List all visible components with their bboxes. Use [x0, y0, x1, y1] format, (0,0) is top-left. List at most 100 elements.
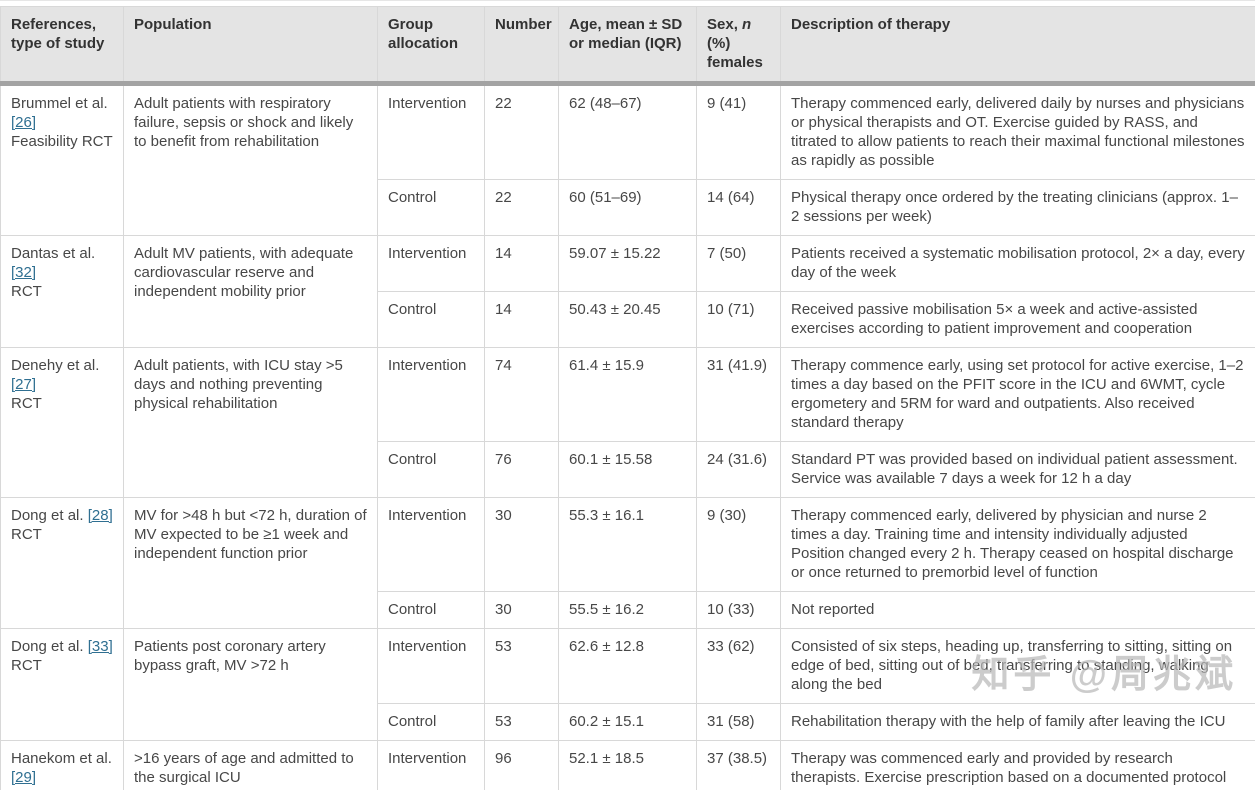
population-cell: Adult patients, with ICU stay >5 days an…: [123, 347, 378, 498]
reference-cell: Denehy et al. [27] RCT: [0, 347, 124, 498]
header-cell-sex: Sex, n (%) females: [696, 6, 781, 86]
age-cell: 62.6 ± 12.8: [558, 628, 697, 704]
sex-cell: 9 (30): [696, 497, 781, 592]
header-cell-number: Number: [484, 6, 559, 86]
age-cell: 60.1 ± 15.58: [558, 441, 697, 498]
study-authors: Dong et al.: [11, 507, 84, 524]
table-body: Brummel et al. [26] Feasibility RCT Adul…: [0, 83, 1255, 790]
therapy-cell: Standard PT was provided based on indivi…: [780, 441, 1255, 498]
number-cell: 74: [484, 347, 559, 442]
study-row-control: Control 53 60.2 ± 15.1 31 (58) Rehabilit…: [1, 703, 1255, 741]
number-cell: 53: [484, 628, 559, 704]
study-table: References, type of study Population Gro…: [0, 6, 1255, 790]
header-cell-references: References, type of study: [0, 6, 124, 86]
study-row-control: Control 14 50.43 ± 20.45 10 (71) Receive…: [1, 291, 1255, 348]
therapy-cell: Therapy commence early, using set protoc…: [780, 347, 1255, 442]
study-authors: Dantas et al.: [11, 245, 96, 262]
therapy-cell: Not reported: [780, 591, 1255, 629]
allocation-cell: Intervention: [377, 235, 485, 292]
sex-cell: 31 (41.9): [696, 347, 781, 442]
allocation-cell: Control: [377, 441, 485, 498]
citation-link[interactable]: [32]: [11, 264, 37, 281]
citation-link[interactable]: [29]: [11, 769, 37, 786]
reference-cell: Dantas et al. [32] RCT: [0, 235, 124, 348]
sex-cell: 33 (62): [696, 628, 781, 704]
study-row-intervention: Hanekom et al. [29] Controlled clinical …: [0, 740, 1255, 790]
allocation-cell: Intervention: [377, 740, 485, 790]
sex-cell: 24 (31.6): [696, 441, 781, 498]
population-cell: Patients post coronary artery bypass gra…: [123, 628, 378, 741]
therapy-cell: Consisted of six steps, heading up, tran…: [780, 628, 1255, 704]
header-cell-therapy: Description of therapy: [780, 6, 1255, 86]
age-cell: 60 (51–69): [558, 179, 697, 236]
therapy-cell: Patients received a systematic mobilisat…: [780, 235, 1255, 292]
sex-cell: 14 (64): [696, 179, 781, 236]
study-row-intervention: Dantas et al. [32] RCT Adult MV patients…: [0, 235, 1255, 348]
allocation-cell: Intervention: [377, 347, 485, 442]
study-authors: Hanekom et al.: [11, 750, 112, 767]
study-type: RCT: [11, 657, 42, 674]
number-cell: 53: [484, 703, 559, 741]
study-row-intervention: Denehy et al. [27] RCT Adult patients, w…: [0, 347, 1255, 498]
reference-cell: Hanekom et al. [29] Controlled clinical …: [0, 740, 124, 790]
number-cell: 30: [484, 497, 559, 592]
sex-cell: 31 (58): [696, 703, 781, 741]
header-cell-group-allocation: Group allocation: [377, 6, 485, 86]
citation-link[interactable]: [33]: [87, 638, 113, 655]
study-authors: Dong et al.: [11, 638, 84, 655]
citation-link[interactable]: [27]: [11, 376, 37, 393]
header-cell-population: Population: [123, 6, 378, 86]
number-cell: 96: [484, 740, 559, 790]
age-cell: 55.3 ± 16.1: [558, 497, 697, 592]
study-row-control: Control 76 60.1 ± 15.58 24 (31.6) Standa…: [1, 441, 1255, 498]
age-cell: 60.2 ± 15.1: [558, 703, 697, 741]
study-authors: Denehy et al.: [11, 357, 100, 374]
study-authors: Brummel et al.: [11, 95, 108, 112]
allocation-cell: Intervention: [377, 83, 485, 180]
therapy-cell: Therapy commenced early, delivered daily…: [780, 83, 1255, 180]
age-cell: 55.5 ± 16.2: [558, 591, 697, 629]
sex-cell: 9 (41): [696, 83, 781, 180]
sex-cell: 7 (50): [696, 235, 781, 292]
study-row-intervention: Dong et al. [28] RCT MV for >48 h but <7…: [0, 497, 1255, 629]
age-cell: 61.4 ± 15.9: [558, 347, 697, 442]
citation-link[interactable]: [28]: [87, 507, 113, 524]
number-cell: 14: [484, 235, 559, 292]
sex-cell: 10 (71): [696, 291, 781, 348]
age-cell: 62 (48–67): [558, 83, 697, 180]
sex-cell: 10 (33): [696, 591, 781, 629]
allocation-cell: Control: [377, 179, 485, 236]
therapy-cell: Received passive mobilisation 5× a week …: [780, 291, 1255, 348]
reference-cell: Dong et al. [28] RCT: [0, 497, 124, 629]
study-row-intervention: Dong et al. [33] RCT Patients post coron…: [0, 628, 1255, 741]
allocation-cell: Intervention: [377, 497, 485, 592]
table-header: References, type of study Population Gro…: [0, 6, 1255, 86]
allocation-cell: Control: [377, 591, 485, 629]
population-cell: Adult patients with respiratory failure,…: [123, 83, 378, 236]
study-type: RCT: [11, 395, 42, 412]
study-row-control: Control 30 55.5 ± 16.2 10 (33) Not repor…: [1, 591, 1255, 629]
therapy-cell: Physical therapy once ordered by the tre…: [780, 179, 1255, 236]
reference-cell: Brummel et al. [26] Feasibility RCT: [0, 83, 124, 236]
population-cell: >16 years of age and admitted to the sur…: [123, 740, 378, 790]
study-type: RCT: [11, 283, 42, 300]
number-cell: 14: [484, 291, 559, 348]
citation-link[interactable]: [26]: [11, 114, 37, 131]
study-row-intervention: Brummel et al. [26] Feasibility RCT Adul…: [0, 83, 1255, 236]
number-cell: 30: [484, 591, 559, 629]
population-cell: MV for >48 h but <72 h, duration of MV e…: [123, 497, 378, 629]
allocation-cell: Intervention: [377, 628, 485, 704]
age-cell: 52.1 ± 18.5: [558, 740, 697, 790]
header-cell-age: Age, mean ± SD or median (IQR): [558, 6, 697, 86]
study-type: Feasibility RCT: [11, 133, 113, 150]
allocation-cell: Control: [377, 291, 485, 348]
age-cell: 50.43 ± 20.45: [558, 291, 697, 348]
sex-cell: 37 (38.5): [696, 740, 781, 790]
reference-cell: Dong et al. [33] RCT: [0, 628, 124, 741]
age-cell: 59.07 ± 15.22: [558, 235, 697, 292]
therapy-cell: Therapy was commenced early and provided…: [780, 740, 1255, 790]
study-row-control: Control 22 60 (51–69) 14 (64) Physical t…: [1, 179, 1255, 236]
study-table-container: References, type of study Population Gro…: [0, 6, 1255, 790]
number-cell: 22: [484, 179, 559, 236]
population-cell: Adult MV patients, with adequate cardiov…: [123, 235, 378, 348]
